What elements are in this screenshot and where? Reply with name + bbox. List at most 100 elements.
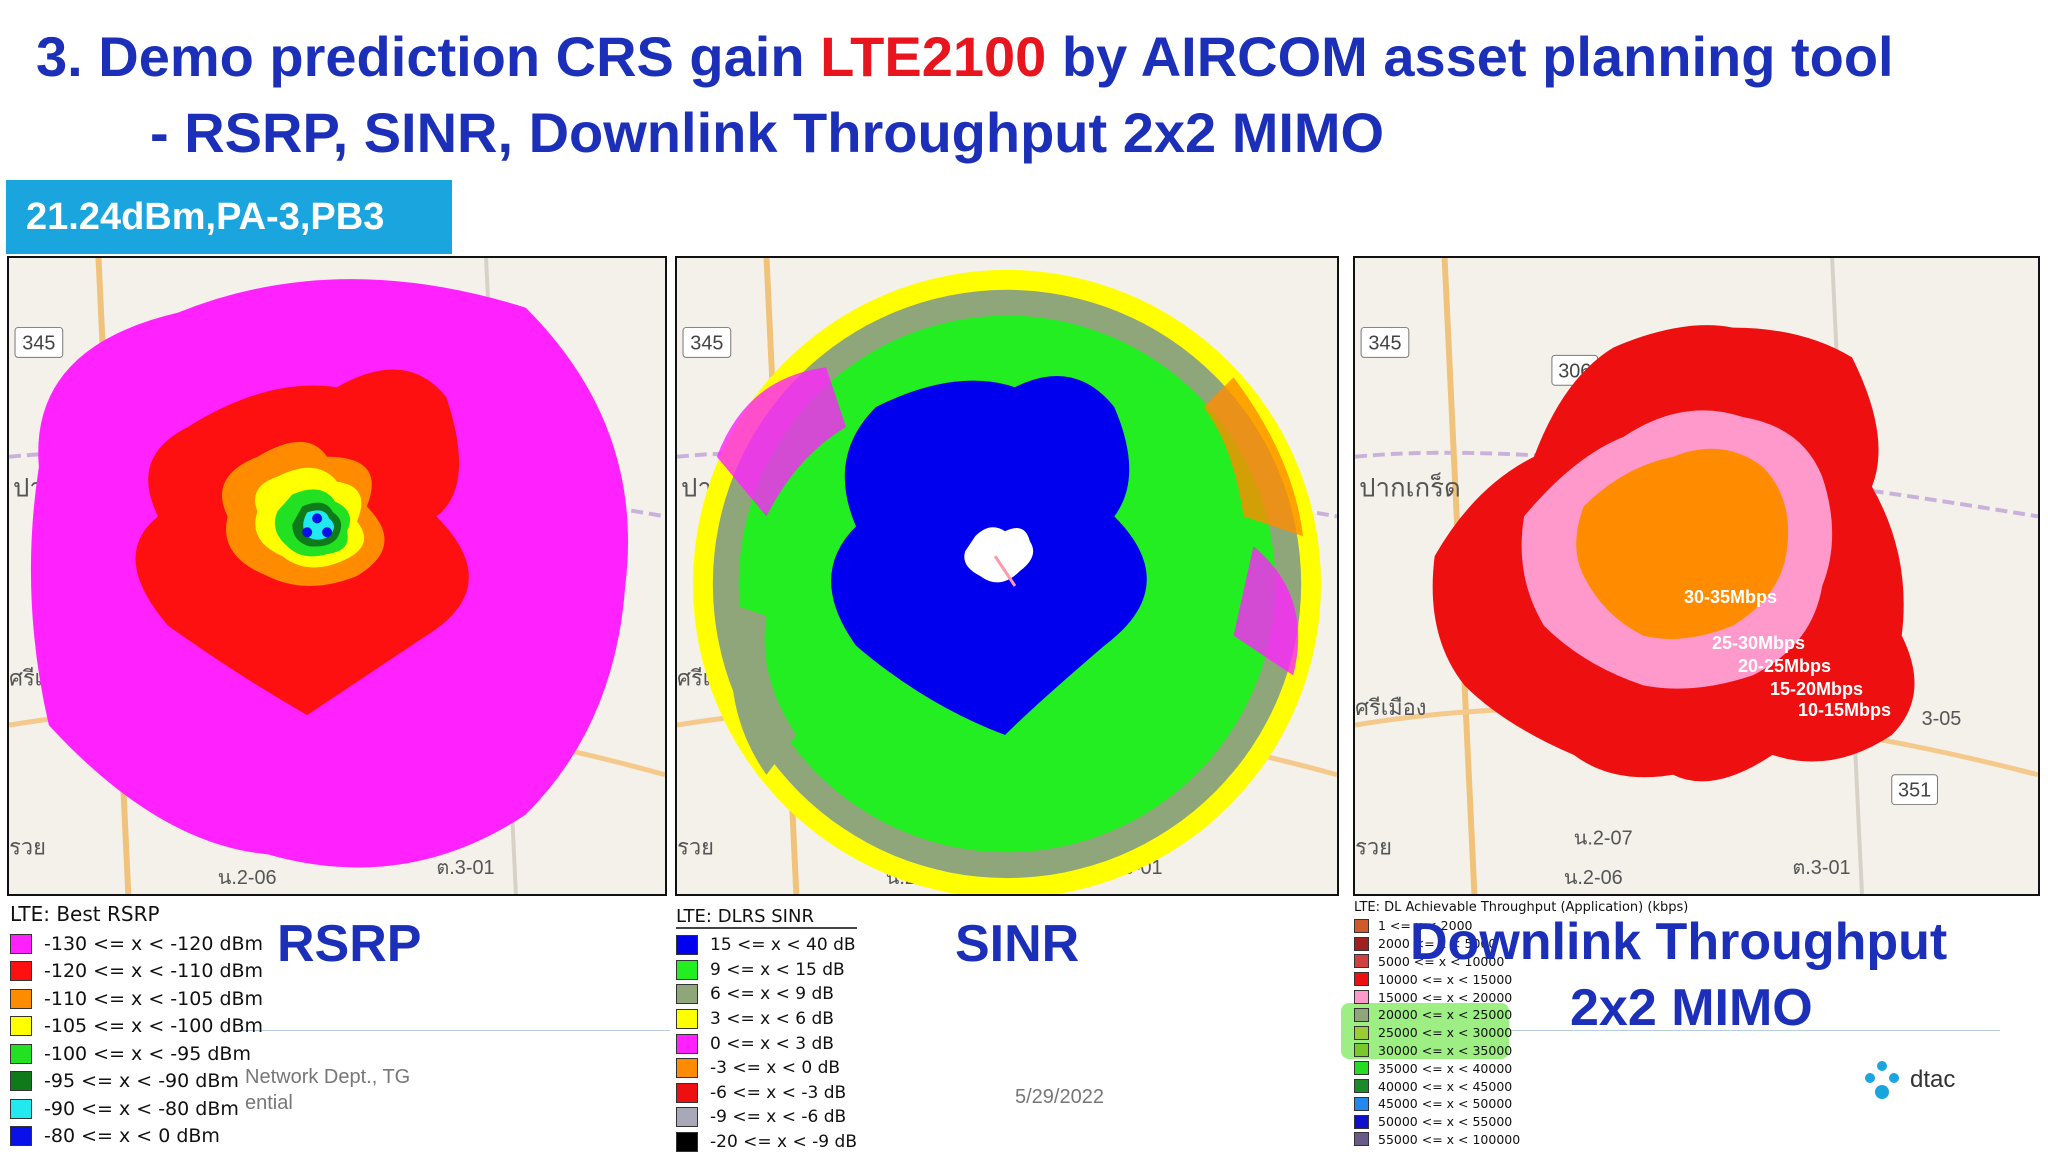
legend-label: -80 <= x < 0 dBm	[44, 1125, 220, 1148]
place-pakkret: ปากเกร็ด	[1359, 472, 1461, 503]
road-345: 345	[22, 332, 55, 354]
legend-swatch	[1354, 1096, 1369, 1111]
throughput-heading-line2: 2x2 MIMO	[1570, 979, 1813, 1037]
legend-label: 15000 <= x < 20000	[1378, 989, 1513, 1005]
legend-swatch	[10, 1098, 32, 1119]
legend-label: -105 <= x < -100 dBm	[44, 1015, 264, 1038]
legend-swatch	[1354, 1061, 1369, 1076]
throughput-label: 15-20Mbps	[1770, 679, 1864, 699]
legend-swatch	[10, 933, 32, 954]
road-label: ต.3-01	[436, 857, 494, 879]
legend-label: 3 <= x < 6 dB	[710, 1009, 834, 1030]
legend-label: -110 <= x < -105 dBm	[44, 987, 264, 1010]
legend-item: 50000 <= x < 55000	[1354, 1113, 1688, 1131]
legend-label: 9 <= x < 15 dB	[710, 959, 845, 980]
legend-swatch	[1354, 1043, 1369, 1058]
place-srimuang: ศรีเมือง	[1355, 695, 1426, 720]
footer-dept-line2: ential	[245, 1092, 293, 1114]
legend-swatch	[676, 1107, 698, 1128]
legend-swatch	[676, 1082, 698, 1103]
rsrp-map: 345 ปาก ศรีเมื รวย น.2-06 ต.3-01	[7, 256, 667, 896]
legend-item: 2000 <= x < 5000	[1354, 935, 1688, 953]
legend-label: -3 <= x < 0 dB	[710, 1058, 841, 1079]
road-label: น.2-06	[1564, 867, 1623, 889]
legend-label: -100 <= x < -95 dBm	[44, 1042, 251, 1065]
legend-label: 15 <= x < 40 dB	[710, 935, 856, 956]
throughput-label: 10-15Mbps	[1798, 700, 1892, 720]
sinr-map-canvas: 345 ปา ศรีเม รวย น.2-06 ต.3-01	[677, 258, 1337, 894]
legend-item: -20 <= x < -9 dB	[676, 1130, 857, 1154]
legend-swatch	[676, 1033, 698, 1054]
legend-swatch	[1354, 918, 1369, 933]
dtac-logo-icon	[1865, 1061, 1899, 1099]
legend-label: 50000 <= x < 55000	[1378, 1114, 1513, 1130]
legend-swatch	[1354, 990, 1369, 1005]
legend-highlight	[1341, 1003, 1509, 1059]
legend-label: -120 <= x < -110 dBm	[44, 960, 264, 983]
legend-item: -100 <= x < -95 dBm	[10, 1040, 263, 1068]
road-345: 345	[1368, 332, 1401, 354]
legend-item: -9 <= x < -6 dB	[676, 1105, 857, 1130]
legend-item: -3 <= x < 0 dB	[676, 1056, 857, 1081]
legend-item: -80 <= x < 0 dBm	[10, 1123, 263, 1151]
legend-label: 45000 <= x < 50000	[1378, 1096, 1513, 1112]
road-label: ต.3-01	[1792, 857, 1850, 879]
legend-item: 35000 <= x < 40000	[1354, 1059, 1688, 1077]
dtac-logo-text: dtac	[1910, 1066, 1956, 1093]
rsrp-map-canvas: 345 ปาก ศรีเมื รวย น.2-06 ต.3-01	[9, 258, 665, 894]
legend-label: 0 <= x < 3 dB	[710, 1033, 834, 1054]
legend-label: -95 <= x < -90 dBm	[44, 1070, 239, 1093]
legend-label: -130 <= x < -120 dBm	[44, 932, 264, 955]
legend-swatch	[10, 988, 32, 1009]
legend-swatch	[1354, 954, 1369, 969]
sinr-heading: SINR	[955, 915, 1080, 973]
legend-label: 35000 <= x < 40000	[1378, 1060, 1513, 1076]
legend-swatch	[10, 1071, 32, 1092]
legend-item: -120 <= x < -110 dBm	[10, 958, 263, 986]
legend-item: 15 <= x < 40 dB	[676, 933, 857, 958]
legend-swatch	[10, 961, 32, 982]
legend-swatch	[1354, 936, 1369, 951]
legend-item: 1 <= x < 2000	[1354, 917, 1688, 935]
legend-swatch	[676, 1058, 698, 1079]
road-label: น.2-06	[218, 867, 277, 889]
legend-swatch	[1354, 1114, 1369, 1129]
sinr-legend-title: LTE: DLRS SINR	[676, 906, 857, 929]
slide-title: 3. Demo prediction CRS gain LTE2100 by A…	[36, 22, 1894, 92]
legend-item: 0 <= x < 3 dB	[676, 1031, 857, 1056]
throughput-legend-title: LTE: DL Achievable Throughput (Applicati…	[1354, 900, 1689, 915]
legend-item: 10000 <= x < 15000	[1354, 970, 1688, 988]
legend-swatch	[676, 959, 698, 980]
sinr-legend: LTE: DLRS SINR 15 <= x < 40 dB 9 <= x < 1…	[676, 906, 857, 1154]
road-351: 351	[1898, 780, 1931, 802]
throughput-legend: LTE: DL Achievable Throughput (Applicati…	[1354, 900, 1688, 1148]
divider	[240, 1030, 670, 1031]
legend-swatch	[1354, 1007, 1369, 1022]
throughput-map-canvas: 345 306 351 ปากเกร็ด ศรีเมือง รวย น.2-06…	[1355, 258, 2038, 894]
legend-swatch	[1354, 972, 1369, 987]
legend-label: 40000 <= x < 45000	[1378, 1078, 1513, 1094]
legend-label: 20000 <= x < 25000	[1378, 1007, 1513, 1023]
power-config-badge: 21.24dBm,PA-3,PB3	[6, 180, 452, 254]
legend-item: 40000 <= x < 45000	[1354, 1077, 1688, 1095]
legend-item: 3 <= x < 6 dB	[676, 1007, 857, 1032]
throughput-label: 25-30Mbps	[1712, 633, 1806, 653]
legend-item: 5000 <= x < 10000	[1354, 953, 1688, 971]
footer-dept-line1: Network Dept., TG	[245, 1066, 411, 1088]
place-label: รวย	[9, 834, 46, 859]
legend-swatch	[10, 1043, 32, 1064]
title-suffix: by AIRCOM asset planning tool	[1046, 25, 1894, 88]
road-label: น.2-07	[1574, 827, 1633, 849]
throughput-label: 30-35Mbps	[1684, 587, 1778, 607]
legend-label: -90 <= x < -80 dBm	[44, 1097, 239, 1120]
legend-swatch	[10, 1126, 32, 1147]
rsrp-legend-title: LTE: Best RSRP	[10, 902, 160, 926]
legend-label: -9 <= x < -6 dB	[710, 1107, 847, 1128]
legend-item: 9 <= x < 15 dB	[676, 958, 857, 983]
legend-item: -130 <= x < -120 dBm	[10, 930, 263, 958]
legend-item: 6 <= x < 9 dB	[676, 982, 857, 1007]
throughput-heading-line1: Downlink Throughput	[1410, 913, 1948, 971]
road-345: 345	[690, 332, 723, 354]
legend-item: 15000 <= x < 20000	[1354, 988, 1688, 1006]
legend-label: 25000 <= x < 30000	[1378, 1025, 1513, 1041]
